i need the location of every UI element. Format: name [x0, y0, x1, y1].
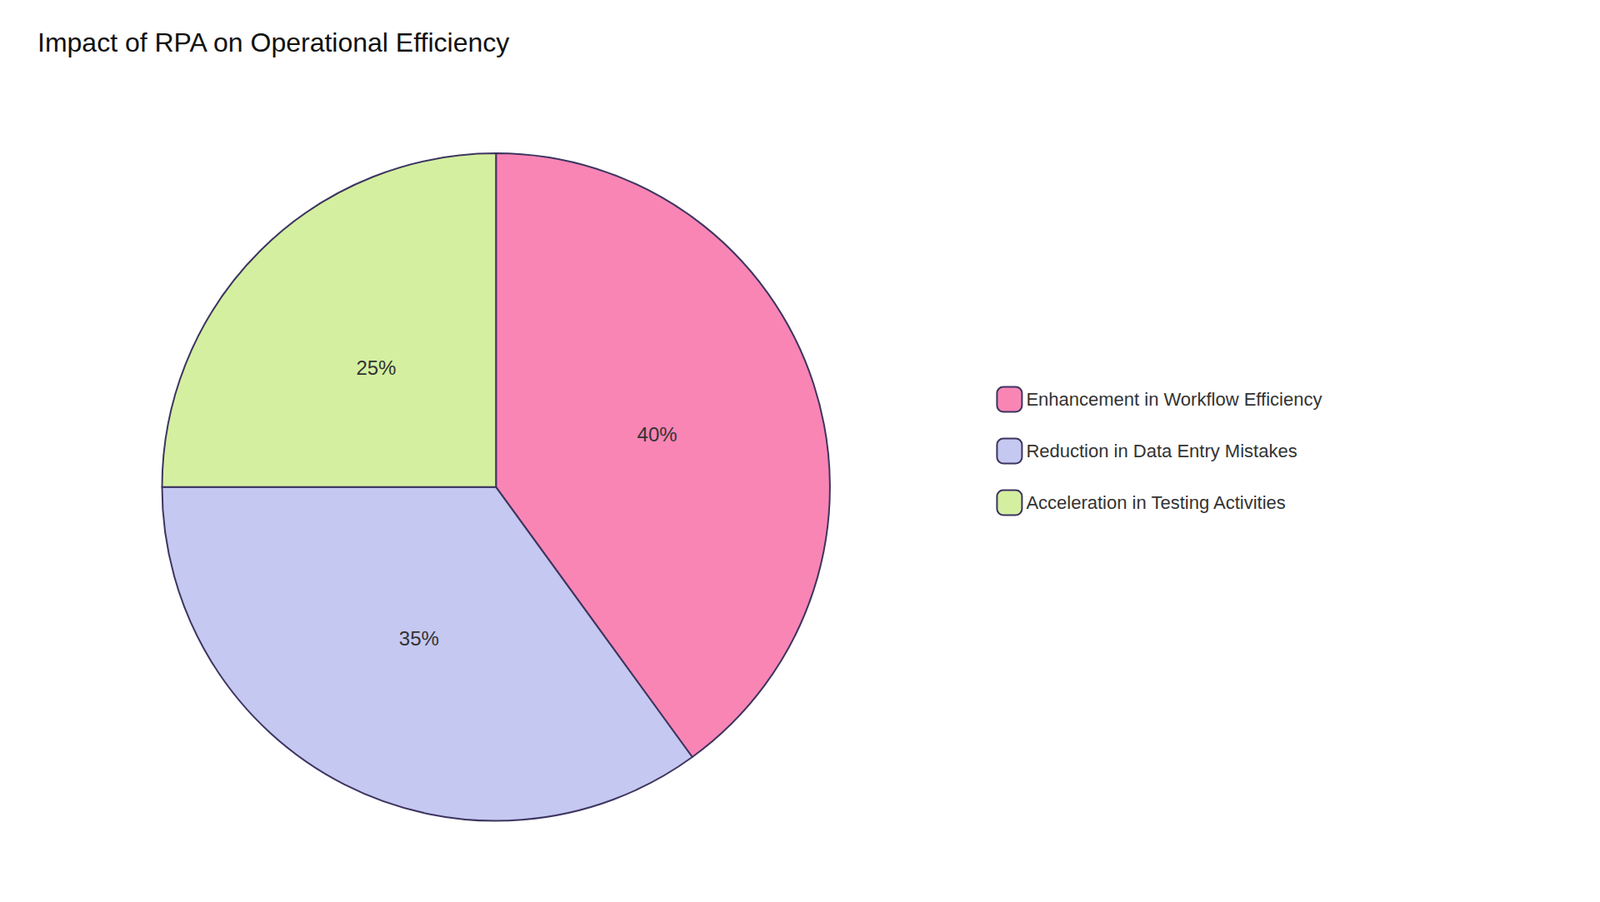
svg-text:Enhancement in Workflow Effici: Enhancement in Workflow Efficiency — [1025, 389, 1322, 410]
svg-text:Reduction in Data Entry Mistak: Reduction in Data Entry Mistakes — [1025, 440, 1297, 462]
svg-text:25%: 25% — [355, 356, 396, 380]
svg-text:Acceleration in Testing Activi: Acceleration in Testing Activities — [1025, 492, 1285, 514]
svg-text:40%: 40% — [637, 423, 678, 446]
svg-text:35%: 35% — [399, 627, 440, 650]
svg-text:Impact of RPA on Operational E: Impact of RPA on Operational Efficiency — [37, 27, 510, 58]
